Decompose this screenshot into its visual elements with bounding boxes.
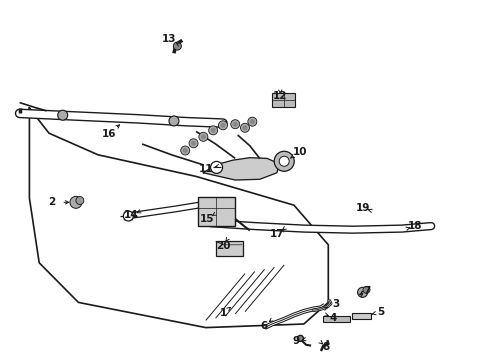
Circle shape [231,120,240,129]
Text: 2: 2 [48,197,55,207]
Text: 11: 11 [198,164,213,174]
Circle shape [123,211,133,221]
Text: 19: 19 [355,203,370,213]
Text: 15: 15 [199,214,214,224]
Text: 7: 7 [363,286,370,296]
Circle shape [191,141,196,146]
Bar [198,197,235,226]
Text: 5: 5 [378,307,385,317]
Circle shape [297,336,303,341]
Circle shape [279,156,289,166]
Bar [216,241,243,256]
Text: 9: 9 [293,336,300,346]
Circle shape [220,123,225,128]
Circle shape [70,196,82,208]
Circle shape [250,119,255,124]
Circle shape [233,122,238,127]
Circle shape [358,287,368,297]
Circle shape [183,148,188,153]
Circle shape [169,116,179,126]
Circle shape [241,123,249,132]
Bar [272,93,295,107]
Circle shape [173,42,181,50]
Circle shape [58,110,68,120]
Bar [323,316,350,322]
Circle shape [199,132,208,141]
Circle shape [248,117,257,126]
Circle shape [363,286,370,293]
Circle shape [189,139,198,148]
Circle shape [211,161,222,174]
Circle shape [201,134,206,139]
Text: 4: 4 [329,312,337,323]
Circle shape [219,121,227,130]
Text: 12: 12 [273,91,288,102]
Text: 10: 10 [293,147,307,157]
Circle shape [243,125,247,130]
Text: 13: 13 [162,34,176,44]
Circle shape [209,126,218,135]
Text: 20: 20 [216,240,230,251]
Text: 16: 16 [101,129,116,139]
Circle shape [76,197,84,204]
Text: 1: 1 [220,308,226,318]
Circle shape [274,151,294,171]
Text: 8: 8 [323,342,330,352]
Text: 17: 17 [270,229,284,239]
Bar [352,313,371,319]
Text: 18: 18 [408,221,423,231]
Circle shape [211,128,216,133]
Polygon shape [29,108,328,328]
Polygon shape [203,158,279,180]
Text: 14: 14 [124,210,139,220]
Circle shape [181,146,190,155]
Text: 3: 3 [332,299,339,309]
Text: 6: 6 [260,321,267,331]
